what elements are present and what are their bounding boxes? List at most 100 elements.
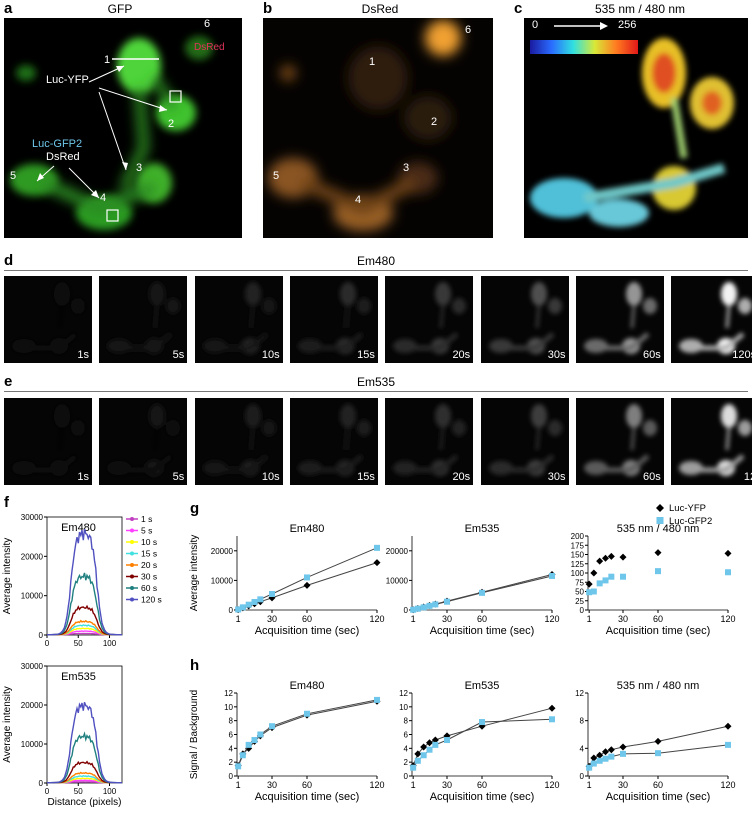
x-tick-label: 30 <box>618 614 628 624</box>
gfp2-point <box>432 741 439 748</box>
legend-marker <box>130 597 134 602</box>
frame-time-label: 1s <box>77 349 89 361</box>
panel-e-divider <box>4 391 748 392</box>
legend-label: 10 s <box>141 537 157 547</box>
y-tick-label: 10000 <box>211 576 234 585</box>
y-tick-label: 8 <box>580 717 585 726</box>
x-tick-label: 120 <box>720 614 735 624</box>
chart-title: Em480 <box>61 522 96 534</box>
x-axis-label: Distance (pixels) <box>48 797 122 808</box>
y-tick-label: 4 <box>580 744 585 753</box>
y-tick-label: 10 <box>399 703 408 712</box>
frame-time-label: 30s <box>547 349 566 361</box>
y-tick-label: 10000 <box>21 592 44 601</box>
gfp2-point <box>549 572 555 579</box>
frame-time-label: 15s <box>357 349 375 361</box>
gfp2-point <box>410 764 417 771</box>
chart-title: Em480 <box>290 523 325 535</box>
gfp2-point <box>426 746 433 753</box>
scale-min-label: 0 <box>532 19 539 31</box>
gfp2-point <box>620 750 626 757</box>
x-tick-label: 100 <box>103 639 117 648</box>
gfp2-point <box>414 757 421 764</box>
cell-label-4: 4 <box>355 194 362 206</box>
yfp-point <box>724 549 732 557</box>
gfp2-point <box>374 696 380 703</box>
legend-label: 20 s <box>141 560 157 570</box>
x-tick-label: 1 <box>587 614 592 624</box>
legend-marker <box>130 574 134 579</box>
chart-title: 535 nm / 480 nm <box>617 523 700 535</box>
panel-label-c: c <box>514 0 523 17</box>
x-tick-label: 100 <box>103 787 117 796</box>
y-axis-label: Average intensity <box>2 686 13 763</box>
gfp2-point <box>586 764 593 771</box>
y-tick-label: 10000 <box>21 740 44 749</box>
panel-c-image: 0 256 <box>524 18 748 238</box>
cell-label-3: 3 <box>136 162 143 174</box>
legend-yfp-marker <box>656 504 664 512</box>
legend-marker <box>130 586 134 590</box>
y-tick-label: 30000 <box>21 662 44 671</box>
y-tick-label: 100 <box>571 569 585 578</box>
panel-label-h: h <box>190 657 200 674</box>
x-tick-label: 30 <box>618 780 628 790</box>
gfp2-point <box>549 716 555 723</box>
em535-frame-2: 5s <box>99 398 188 485</box>
cell-label-4: 4 <box>100 192 107 204</box>
fit-line-1 <box>588 725 729 767</box>
y-tick-label: 0 <box>580 606 585 615</box>
x-tick-label: 60 <box>302 780 312 790</box>
y-axis-label: Average intensity <box>2 538 13 615</box>
yfp-point <box>373 559 381 567</box>
frame-time-label: 5s <box>172 471 185 483</box>
gfp2-point <box>444 598 450 605</box>
legend-label: 120 s <box>141 595 162 605</box>
gfp2-point <box>432 601 439 608</box>
x-tick-label: 1 <box>236 614 241 624</box>
luc-yfp-label: Luc-YFP <box>46 74 89 86</box>
yfp-point <box>724 722 732 730</box>
panel-label-f: f <box>4 494 9 511</box>
yfp-point <box>619 553 627 561</box>
plot-frame <box>46 516 123 636</box>
x-tick-label: 1 <box>236 780 241 790</box>
frame-time-label: 10s <box>261 471 280 483</box>
legend-marker <box>130 517 134 521</box>
y-tick-label: 125 <box>571 560 585 569</box>
legend-marker <box>130 540 134 544</box>
y-tick-label: 20000 <box>211 547 234 556</box>
y-tick-label: 0 <box>229 772 234 781</box>
yfp-point <box>596 557 604 565</box>
em480-frame-4: 15s <box>289 276 378 363</box>
y-tick-label: 4 <box>229 744 234 753</box>
profile-line-8 <box>47 701 122 784</box>
cell-label-2: 2 <box>168 118 175 130</box>
gfp2-point <box>304 710 310 717</box>
x-axis-label: Acquisition time (sec) <box>606 791 711 803</box>
yfp-point <box>590 569 598 577</box>
chart-title: Em535 <box>61 671 96 683</box>
panel-b-title: DsRed <box>361 2 399 16</box>
panel-label-e: e <box>4 373 13 390</box>
cell-label-6: 6 <box>465 24 472 36</box>
gfp2-point <box>239 604 246 611</box>
yfp-point <box>602 554 609 562</box>
x-tick-label: 120 <box>544 614 559 624</box>
x-axis-label: Acquisition time (sec) <box>430 625 535 637</box>
em535-frame-7: 60s <box>575 398 664 485</box>
profile-line-5 <box>47 771 122 784</box>
y-tick-label: 0 <box>39 779 44 788</box>
ratio-image <box>524 18 748 238</box>
x-tick-label: 1 <box>411 780 416 790</box>
gfp2-point <box>590 588 597 595</box>
yfp-point <box>654 737 662 745</box>
x-axis-label: Acquisition time (sec) <box>606 625 711 637</box>
em535-frame-4: 15s <box>289 398 378 485</box>
yfp-point <box>431 736 439 744</box>
gfp2-point <box>479 719 485 726</box>
em535-frame-8: 12 <box>671 398 752 485</box>
dsred-label: DsRed <box>194 42 225 53</box>
gfp2-point <box>374 544 380 551</box>
